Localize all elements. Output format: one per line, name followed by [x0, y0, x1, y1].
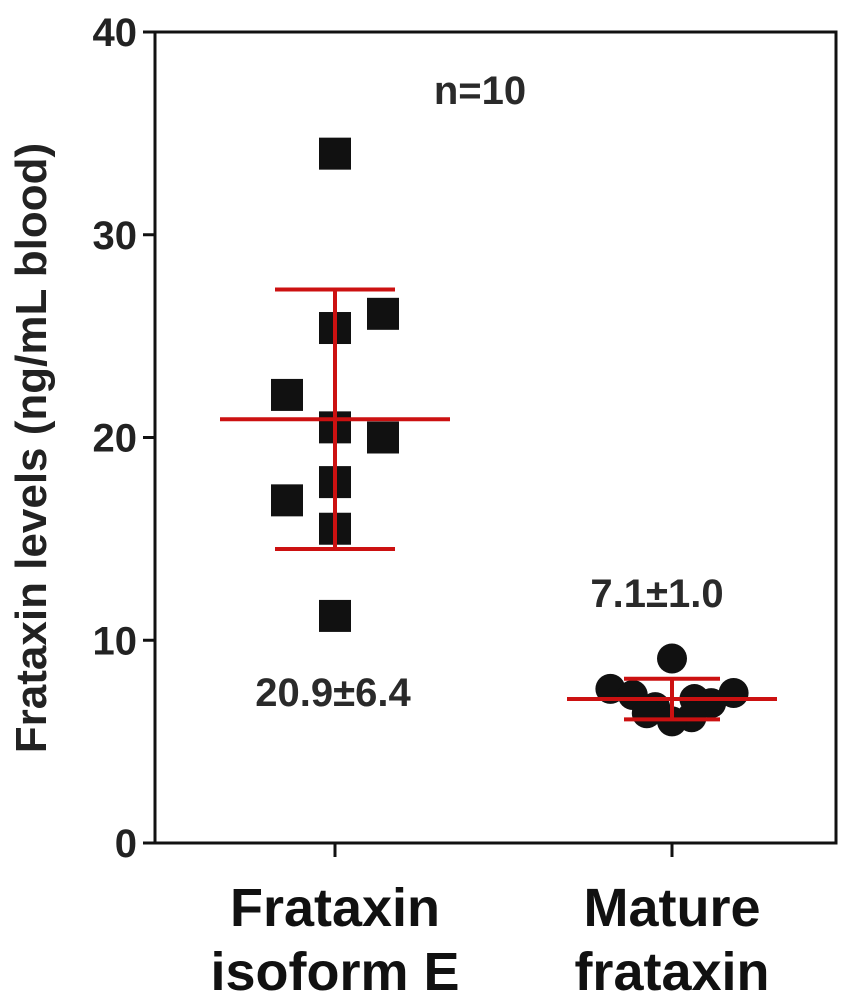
- error-bars-group: [220, 287, 777, 722]
- data-point-isoform-e-9: [319, 599, 351, 632]
- y-tick-label-0: 0: [115, 822, 137, 866]
- category-label-mature-line2: frataxin: [574, 942, 769, 998]
- category-label-isoform-e-line2: isoform E: [210, 942, 459, 998]
- y-tick-label-30: 30: [93, 214, 138, 258]
- y-tick-label-40: 40: [93, 11, 138, 55]
- stat-label-isoform-e: 20.9±6.4: [255, 671, 411, 715]
- y-axis-title: Frataxin levels (ng/mL blood): [7, 143, 56, 753]
- category-label-mature-line1: Mature: [583, 878, 760, 938]
- axes-group: 0 10 20 30 40: [93, 11, 838, 866]
- sample-size-annotation: n=10: [434, 69, 526, 113]
- plot-frame: [153, 30, 838, 845]
- data-point-isoform-e-1: [367, 297, 399, 330]
- data-point-isoform-e-5: [367, 421, 399, 454]
- y-tick-label-20: 20: [93, 417, 138, 461]
- data-point-mature-9: [657, 706, 687, 737]
- category-label-isoform-e-line1: Frataxin: [230, 878, 440, 938]
- data-marks-group: [271, 137, 749, 737]
- data-point-mature-0: [657, 643, 687, 674]
- stat-label-mature: 7.1±1.0: [590, 572, 723, 616]
- data-point-isoform-e-0: [319, 137, 351, 170]
- data-point-isoform-e-7: [271, 484, 303, 517]
- y-tick-label-10: 10: [93, 619, 138, 663]
- data-point-isoform-e-3: [271, 378, 303, 411]
